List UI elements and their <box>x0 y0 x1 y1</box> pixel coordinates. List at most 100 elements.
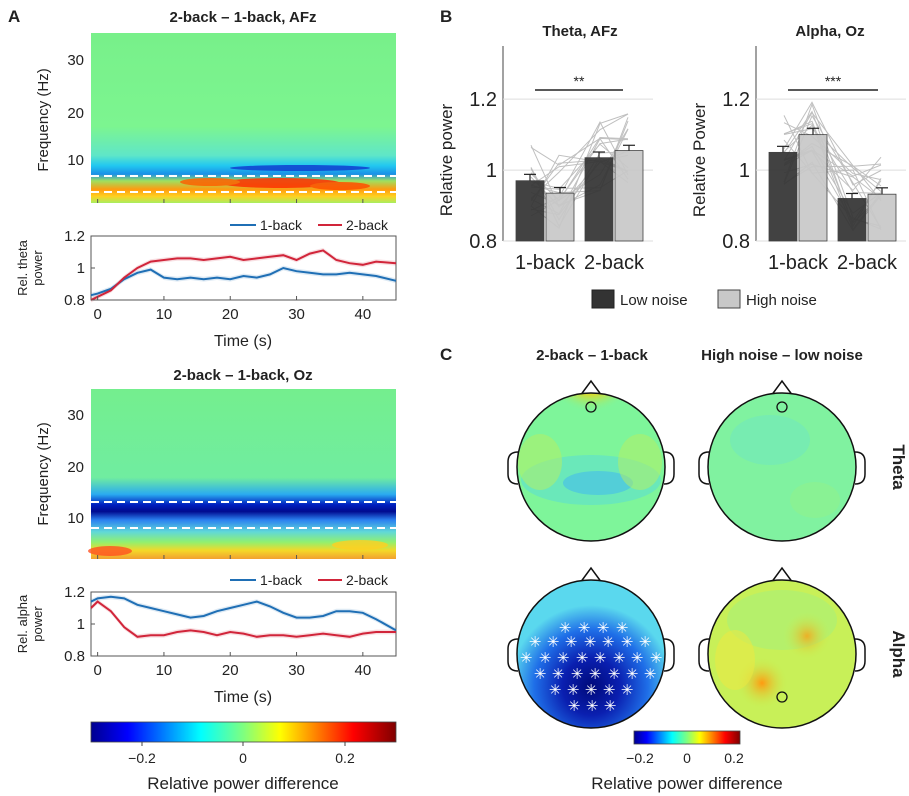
x-tick-label: 10 <box>156 662 173 679</box>
heatmap-oz-ylabel: Frequency (Hz) <box>35 422 52 525</box>
y-tick-label: 0.8 <box>469 231 497 253</box>
y-tick-label: 1.2 <box>64 228 85 245</box>
x-tick-label: 10 <box>156 306 173 323</box>
bar-high-noise <box>614 150 644 242</box>
bar-low-noise <box>768 151 798 242</box>
category-label: 2-back <box>584 252 645 274</box>
electrode-star: ✳ <box>608 665 621 683</box>
bar-alpha-title: Alpha, Oz <box>795 23 864 40</box>
electrode-star: ✳ <box>602 633 615 651</box>
x-tick-label: 20 <box>222 662 239 679</box>
y-tick-label: 0.8 <box>722 231 750 253</box>
electrode-star: ✳ <box>559 619 572 637</box>
colorbar-tick: −0.2 <box>626 750 654 766</box>
series-1back-sem <box>91 594 396 633</box>
colorbar-a-ticks: −0.2 0 0.2 <box>128 742 355 766</box>
colorbar-tick: 0.2 <box>335 750 355 766</box>
bar-high-noise <box>545 192 575 242</box>
heatmap-afz <box>91 33 396 203</box>
electrode-star: ✳ <box>621 681 634 699</box>
category-label: 1-back <box>768 252 829 274</box>
electrode-star: ✳ <box>585 681 598 699</box>
y-tick-label: 1 <box>739 160 750 182</box>
y-tick: 20 <box>67 459 84 476</box>
electrode-star: ✳ <box>576 649 589 667</box>
y-tick-label: 1 <box>486 160 497 182</box>
subject-lines <box>530 113 629 230</box>
series-1back-line <box>90 595 397 632</box>
topo-theta-task <box>507 379 675 542</box>
category-label: 2-back <box>837 252 898 274</box>
significance-stars: ** <box>574 73 585 89</box>
bar-low-noise <box>515 180 545 242</box>
electrode-star: ✳ <box>578 619 591 637</box>
heatmap-oz <box>91 389 396 559</box>
electrode-star: ✳ <box>586 697 599 715</box>
alpha-ylabel-line1: Rel. alpha <box>15 594 30 653</box>
colorbar-a-label: Relative power difference <box>147 774 339 793</box>
heatmap-afz-ylabel: Frequency (Hz) <box>35 68 52 171</box>
colorbar-tick: 0 <box>239 750 247 766</box>
bar-high-noise <box>867 193 897 242</box>
y-tick-label: 1 <box>77 260 85 277</box>
legend-1back-label: 1-back <box>260 217 303 233</box>
x-tick-label: 0 <box>93 306 101 323</box>
y-tick-label: 0.8 <box>64 648 85 665</box>
electrode-star: ✳ <box>520 649 533 667</box>
series-1back-line <box>90 266 397 297</box>
series-2back-line <box>90 249 397 301</box>
y-tick: 30 <box>67 52 84 69</box>
colorbar-tick: 0 <box>683 750 691 766</box>
electrode-star: ✳ <box>594 649 607 667</box>
electrode-star: ✳ <box>529 633 542 651</box>
legend-low-noise-swatch <box>591 289 615 309</box>
x-tick-label: 40 <box>355 662 372 679</box>
y-tick-label: 1.2 <box>64 584 85 601</box>
heatmap-afz-hot-spots <box>180 165 370 190</box>
colorbar-c-ticks: −0.2 0 0.2 <box>626 750 744 766</box>
electrode-afz-marker <box>585 401 597 413</box>
colorbar-tick: −0.2 <box>128 750 156 766</box>
x-tick-label: 20 <box>222 306 239 323</box>
significant-electrodes: ✳ ✳ ✳ ✳✳ ✳ ✳ ✳ ✳ ✳ ✳✳ ✳ ✳ ✳ ✳ ✳ ✳ ✳✳ ✳ ✳ ✳ ✳ ✳ ✳✳ ✳ ✳ ✳ ✳✳ ✳ ✳ <box>520 619 663 715</box>
electrode-star: ✳ <box>604 697 617 715</box>
electrode-star: ✳ <box>565 633 578 651</box>
electrode-star: ✳ <box>552 665 565 683</box>
electrode-afz-marker <box>776 401 788 413</box>
electrode-oz-marker <box>776 691 788 703</box>
theta-lineplot: 0 10 20 30 40 0.8 1 1.2 <box>64 228 397 323</box>
topo-col-title-2: High noise – low noise <box>701 347 863 364</box>
colorbar-tick: 0.2 <box>724 750 744 766</box>
legend-1back-label: 1-back <box>260 572 303 588</box>
x-tick-label: 30 <box>288 306 305 323</box>
x-tick-label: 40 <box>355 306 372 323</box>
alpha-ylabel-line2: power <box>30 606 45 642</box>
topo-alpha-noise <box>698 566 866 729</box>
x-tick-label: 30 <box>288 662 305 679</box>
topo-row-label-theta: Theta <box>889 444 908 490</box>
bar-legend: Low noise High noise <box>591 289 817 309</box>
panel-label-a: A <box>8 7 20 26</box>
y-tick: 10 <box>67 152 84 169</box>
electrode-star: ✳ <box>616 619 629 637</box>
electrode-star: ✳ <box>597 619 610 637</box>
y-tick-label: 0.8 <box>64 292 85 309</box>
electrode-star: ✳ <box>568 697 581 715</box>
electrode-star: ✳ <box>621 633 634 651</box>
alpha-xlabel: Time (s) <box>214 689 272 706</box>
topo-theta-noise <box>698 379 866 542</box>
y-tick: 30 <box>67 407 84 424</box>
electrode-star: ✳ <box>644 665 657 683</box>
legend-low-noise-label: Low noise <box>620 292 688 309</box>
electrode-star: ✳ <box>631 649 644 667</box>
bar-alpha-ylabel: Relative Power <box>690 102 709 217</box>
electrode-star: ✳ <box>534 665 547 683</box>
y-tick: 20 <box>67 105 84 122</box>
alpha-lineplot: 0 10 20 30 40 0.8 1 1.2 <box>64 584 397 679</box>
electrode-star: ✳ <box>603 681 616 699</box>
electrode-star: ✳ <box>584 633 597 651</box>
bar-low-noise <box>837 198 867 242</box>
bar-low-noise <box>584 157 614 242</box>
electrode-star: ✳ <box>549 681 562 699</box>
